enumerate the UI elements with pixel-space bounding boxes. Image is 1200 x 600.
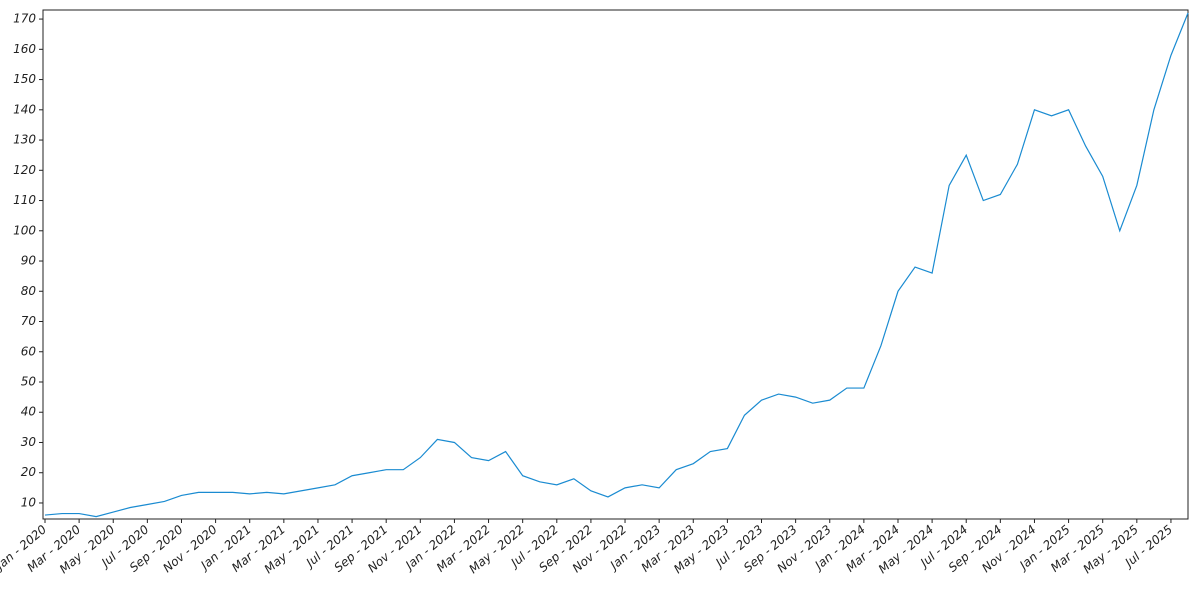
y-tick-label: 130 (13, 133, 36, 147)
y-tick-label: 100 (13, 223, 36, 237)
y-tick-label: 20 (21, 465, 37, 479)
y-tick-label: 150 (13, 72, 36, 86)
plot-frame (42, 9, 1189, 520)
y-tick-label: 110 (13, 193, 36, 207)
y-tick-label: 90 (21, 254, 37, 268)
y-tick-label: 10 (21, 495, 37, 509)
y-tick-label: 140 (13, 102, 36, 116)
y-tick-label: 30 (21, 435, 37, 449)
y-tick-label: 40 (21, 405, 37, 419)
price-line (44, 12, 1189, 518)
y-tick-label: 170 (13, 12, 36, 26)
y-tick-label: 160 (13, 42, 36, 56)
y-tick-label: 80 (21, 284, 37, 298)
y-tick-label: 70 (21, 314, 37, 328)
y-tick-label: 60 (21, 344, 37, 358)
y-tick-label: 50 (21, 374, 37, 388)
y-tick-label: 120 (13, 163, 36, 177)
